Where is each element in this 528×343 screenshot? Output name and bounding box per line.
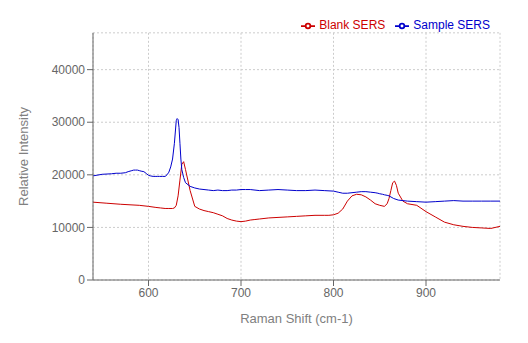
svg-text:30000: 30000 [52, 115, 86, 129]
svg-text:20000: 20000 [52, 168, 86, 182]
svg-text:40000: 40000 [52, 63, 86, 77]
svg-text:Relative Intensity: Relative Intensity [16, 106, 31, 205]
html-text:Blank SERS: Blank SERS [319, 18, 386, 32]
svg-text:600: 600 [138, 286, 158, 300]
svg-text:Raman Shift (cm-1): Raman Shift (cm-1) [240, 311, 353, 326]
svg-text:0: 0 [78, 273, 85, 287]
svg-text:900: 900 [416, 286, 436, 300]
svg-text:700: 700 [231, 286, 251, 300]
html-text:Sample SERS: Sample SERS [413, 18, 490, 32]
svg-text:10000: 10000 [52, 221, 86, 235]
svg-text:800: 800 [323, 286, 343, 300]
